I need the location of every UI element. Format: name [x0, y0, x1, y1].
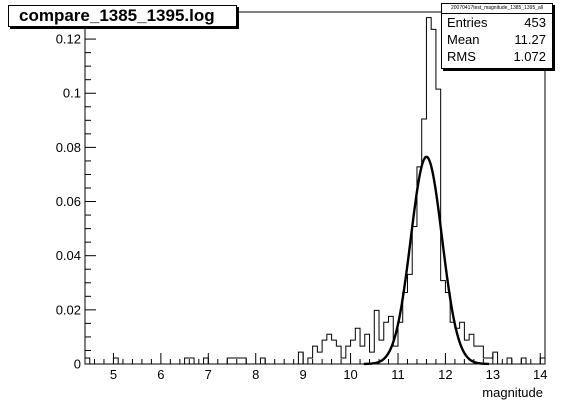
histogram-bin: [493, 352, 498, 364]
histogram-bin: [365, 334, 370, 364]
histogram-bin: [540, 358, 545, 364]
y-tick-label: 0.04: [56, 248, 81, 263]
stats-box: 20070417test_magnitude_1385_1395_all Ent…: [441, 3, 553, 69]
histogram-bin: [241, 358, 246, 364]
histogram-title: compare_1385_1395.log: [8, 5, 237, 27]
x-tick-label: 9: [300, 367, 307, 382]
histogram-bin: [479, 346, 484, 364]
x-axis-title: magnitude: [482, 385, 543, 400]
x-tick-label: 11: [391, 367, 405, 382]
histogram-bin: [313, 346, 318, 364]
stats-value: 11.27: [514, 32, 546, 47]
histogram-bin: [360, 346, 365, 364]
histogram-bin: [450, 322, 455, 364]
histogram-bin: [237, 358, 242, 364]
histogram-bin: [260, 358, 265, 364]
x-tick-label: 5: [110, 367, 117, 382]
histogram-bin: [322, 340, 327, 364]
histogram-bin: [327, 334, 332, 364]
stats-label: Entries: [447, 15, 488, 30]
stats-label: RMS: [447, 49, 476, 64]
histogram-bin: [417, 167, 422, 364]
histogram-bin: [317, 352, 322, 364]
histogram-bin: [185, 358, 190, 364]
histogram-bin: [308, 358, 313, 364]
x-tick-label: 10: [343, 367, 357, 382]
histogram-bin: [346, 346, 351, 364]
histogram-bin: [389, 316, 394, 364]
x-tick-label: 7: [205, 367, 212, 382]
stats-row-mean: Mean 11.27: [442, 31, 552, 48]
stats-row-entries: Entries 453: [442, 14, 552, 31]
x-tick-label: 8: [252, 367, 259, 382]
histogram-bin: [355, 328, 360, 364]
y-tick-label: 0.1: [63, 86, 81, 101]
histogram-bin: [351, 340, 356, 364]
y-tick-label: 0.08: [56, 140, 81, 155]
histogram-bin: [204, 358, 209, 364]
x-tick-label: 12: [438, 367, 452, 382]
histogram-bin: [232, 358, 237, 364]
x-axis: 5 6 7 8 9 10 11 12 13 14: [84, 353, 547, 382]
x-tick-label: 6: [157, 367, 164, 382]
histogram-bin: [113, 358, 118, 364]
histogram-bin: [227, 358, 232, 364]
stats-histogram-name: 20070417test_magnitude_1385_1395_all: [442, 4, 552, 14]
histogram-bin: [341, 358, 346, 364]
histogram-bin: [431, 29, 436, 364]
gaussian-fit-curve: [363, 155, 490, 366]
stats-label: Mean: [447, 32, 480, 47]
histogram-bin: [426, 18, 431, 364]
y-tick-label: 0.06: [56, 194, 81, 209]
histogram-bin: [422, 119, 427, 364]
y-tick-label: 0.02: [56, 302, 81, 317]
x-tick-label: 13: [486, 367, 500, 382]
histogram-bin: [85, 358, 90, 364]
histogram-bin: [374, 310, 379, 364]
histogram-bins: [85, 18, 545, 364]
stats-value: 1.072: [513, 49, 546, 64]
histogram-bin: [403, 293, 408, 364]
histogram-series: [85, 17, 545, 365]
y-tick-label: 0.12: [56, 32, 81, 47]
stats-row-rms: RMS 1.072: [442, 48, 552, 65]
histogram-bin: [407, 274, 412, 364]
histogram-bin: [507, 358, 512, 364]
stats-value: 453: [524, 15, 546, 30]
histogram-bin: [393, 346, 398, 364]
histogram-bin: [398, 322, 403, 364]
histogram-bin: [332, 340, 337, 364]
histogram-bin: [412, 226, 417, 364]
histogram-bin: [441, 281, 446, 364]
x-tick-label: 14: [533, 367, 547, 382]
histogram-bin: [336, 346, 341, 364]
histogram-bin: [445, 293, 450, 364]
histogram-title-text: compare_1385_1395.log: [19, 6, 215, 25]
histogram-bin: [521, 358, 526, 364]
y-tick-label: 0: [74, 357, 81, 372]
y-axis: 0 0.02 0.04 0.06 0.08 0.1 0.12: [56, 11, 96, 372]
histogram-bin: [298, 352, 303, 364]
histogram-bin: [189, 358, 194, 364]
